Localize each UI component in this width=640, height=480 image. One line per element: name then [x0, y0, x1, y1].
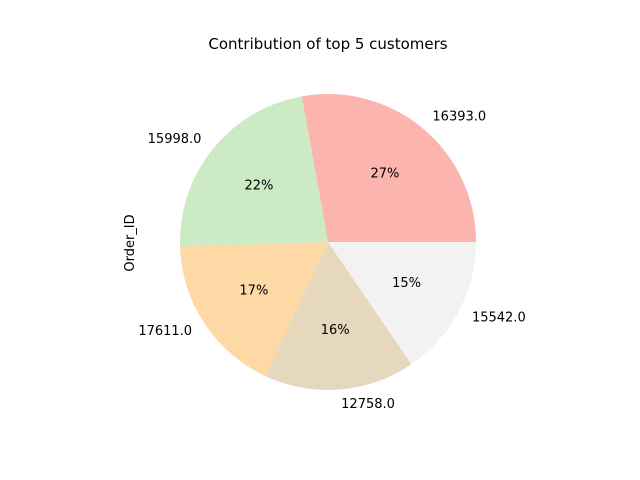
- pie-slice-5: [328, 242, 476, 365]
- pie-slice-2: [180, 96, 328, 247]
- slice-percent-4: 16%: [321, 323, 350, 338]
- slice-label-2: 15998.0: [148, 132, 202, 147]
- pie-slice-1: [301, 93, 476, 242]
- pie-slice-4: [265, 242, 412, 391]
- pie-slice-labels: 16393.0 15998.0 17611.0 12758.0 15542.0: [138, 110, 525, 412]
- slice-label-5: 15542.0: [472, 311, 526, 326]
- slice-percent-1: 27%: [371, 166, 400, 181]
- slice-percent-3: 17%: [239, 283, 268, 298]
- pie-slice-3: [180, 242, 328, 377]
- slice-percent-2: 22%: [245, 179, 274, 194]
- slice-label-4: 12758.0: [341, 397, 395, 412]
- chart-title: Contribution of top 5 customers: [208, 35, 447, 53]
- slice-label-3: 17611.0: [138, 324, 192, 339]
- pie-slices: [180, 93, 476, 391]
- slice-percent-5: 15%: [392, 276, 421, 291]
- y-axis-label: Order_ID: [123, 214, 138, 271]
- slice-label-1: 16393.0: [432, 110, 486, 125]
- pie-percent-labels: 27% 22% 17% 16% 15%: [239, 166, 421, 338]
